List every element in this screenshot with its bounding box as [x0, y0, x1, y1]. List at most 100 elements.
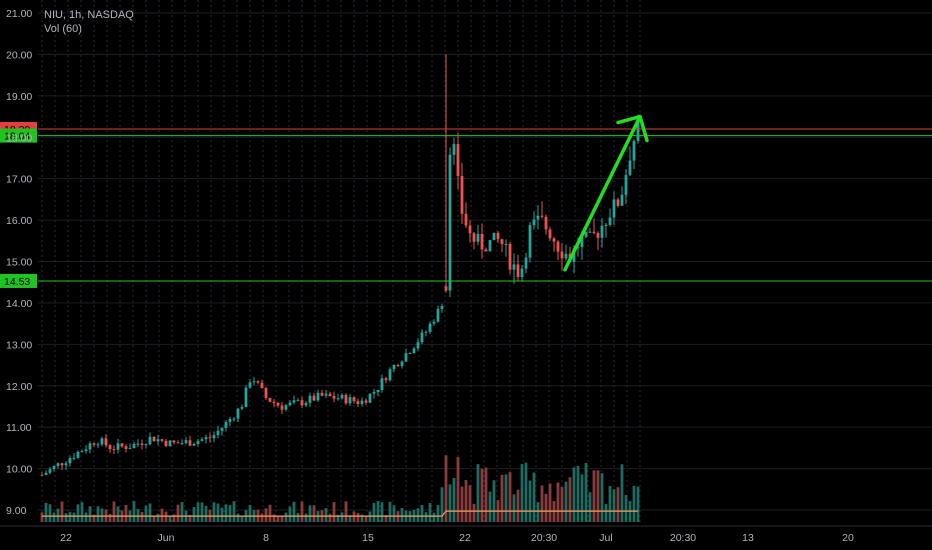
volume-bar	[140, 512, 144, 522]
candle-body	[524, 257, 528, 269]
volume-bar	[432, 512, 436, 522]
volume-bar	[384, 515, 388, 522]
candle-body	[416, 342, 420, 349]
volume-bar	[440, 487, 444, 522]
volume-bar	[348, 515, 352, 522]
price-tick-label: 19.00	[6, 91, 32, 103]
volume-bar	[444, 455, 448, 522]
volume-bar	[500, 474, 504, 522]
volume-bar	[452, 477, 456, 522]
volume-bar	[296, 512, 300, 522]
candle-body	[508, 243, 512, 270]
candle-body	[456, 144, 460, 177]
price-tick-label: 11.00	[6, 422, 32, 434]
candle-body	[40, 474, 44, 476]
volume-bar	[416, 508, 420, 522]
time-axis[interactable]: 22 Jun 8 15 22 20:30 Jul 20:30 13 20	[0, 525, 932, 544]
candle-body	[472, 233, 476, 242]
volume-bar	[168, 515, 172, 522]
volume-bar	[560, 487, 564, 522]
volume-bar	[220, 507, 224, 522]
candle-body	[280, 405, 284, 410]
candle-body	[144, 444, 148, 446]
candle-body	[236, 408, 240, 419]
volume-bar	[620, 464, 624, 522]
candle-body	[356, 401, 360, 405]
trend-arrow-head[interactable]	[616, 114, 649, 143]
candle-body	[588, 231, 592, 233]
candle-body	[220, 427, 224, 431]
candle-body	[76, 451, 80, 458]
volume-bar	[380, 502, 384, 522]
candle-body	[292, 400, 296, 403]
candle-body	[352, 397, 356, 402]
price-level-label: 18.04	[4, 131, 30, 143]
volume-bar	[604, 503, 608, 522]
volume-bar	[524, 462, 528, 522]
volume-bar	[96, 506, 100, 522]
volume-bar	[60, 501, 64, 522]
volume-bar	[376, 501, 380, 522]
candle-body	[156, 439, 160, 442]
volume-bar	[216, 503, 220, 522]
candle-body	[264, 388, 268, 398]
volume-indicator-label[interactable]: Vol (60)	[44, 23, 82, 35]
volume-bar	[152, 515, 156, 522]
time-tick-label: Jun	[158, 532, 175, 544]
candle-body	[396, 365, 400, 367]
time-tick-label: Jul	[599, 532, 612, 544]
volume-bar	[136, 508, 140, 522]
volume-bar	[44, 502, 48, 522]
candle-body	[380, 378, 384, 390]
volume-bar	[108, 514, 112, 522]
volume-bar	[64, 513, 68, 522]
candle-body	[276, 402, 280, 406]
candle-body	[268, 397, 272, 402]
volume-bar	[300, 501, 304, 522]
candle-body	[252, 381, 256, 383]
candle-body	[552, 238, 556, 242]
candle-body	[412, 348, 416, 354]
candlestick-series	[40, 54, 640, 476]
candle-body	[504, 243, 508, 245]
candle-body	[580, 236, 584, 248]
candle-body	[60, 463, 64, 466]
candle-body	[272, 401, 276, 403]
candle-body	[400, 361, 404, 367]
candle-body	[248, 382, 252, 388]
symbol-title[interactable]: NIU, 1h, NASDAQ	[44, 9, 134, 21]
volume-bar	[528, 480, 532, 522]
volume-bar	[264, 508, 268, 522]
volume-bar	[592, 470, 596, 522]
volume-bar	[164, 511, 168, 522]
volume-bar	[612, 489, 616, 522]
candle-body	[484, 249, 488, 252]
candle-body	[64, 463, 68, 466]
candle-body	[260, 382, 264, 389]
candle-body	[612, 199, 616, 218]
price-level-badge	[0, 273, 37, 288]
candle-body	[476, 233, 480, 242]
price-level-label: 14.53	[4, 276, 30, 288]
trend-arrow-annotation[interactable]	[563, 114, 649, 272]
volume-bar	[268, 504, 272, 522]
trend-arrow-shaft[interactable]	[563, 114, 642, 272]
candle-body	[332, 396, 336, 399]
candle-body	[316, 392, 320, 401]
volume-bar	[312, 505, 316, 522]
candle-body	[44, 472, 48, 475]
price-axis[interactable]: 21.00 20.00 19.00 18.00 17.00 16.00 15.00 14.00…	[6, 8, 32, 517]
candle-body	[228, 418, 232, 423]
volume-bar	[600, 473, 604, 522]
volume-bar	[88, 506, 92, 522]
volume-bar	[492, 480, 496, 522]
volume-bar	[576, 465, 580, 522]
candle-body	[604, 224, 608, 226]
candle-body	[632, 140, 636, 161]
candle-body	[48, 468, 52, 473]
volume-bar	[624, 494, 628, 522]
volume-bar	[232, 501, 236, 522]
candle-body	[56, 463, 60, 466]
